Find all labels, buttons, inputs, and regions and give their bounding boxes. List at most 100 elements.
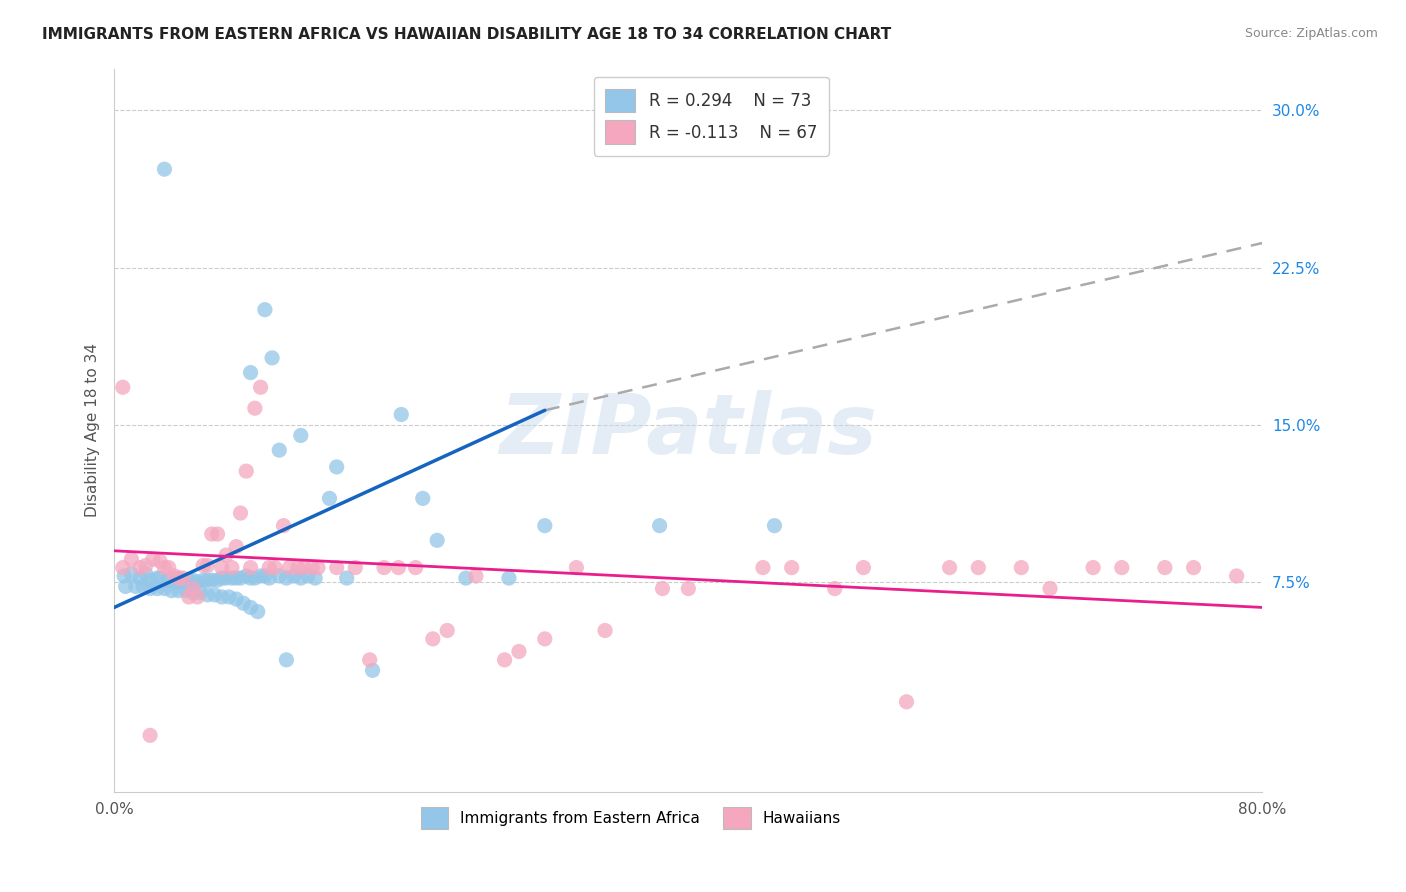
Point — [292, 560, 315, 574]
Point — [112, 569, 135, 583]
Point — [565, 560, 588, 574]
Point — [139, 573, 162, 587]
Point — [129, 560, 152, 574]
Point — [752, 560, 775, 574]
Point — [221, 560, 243, 574]
Point — [938, 560, 960, 574]
Point — [153, 162, 176, 177]
Point — [163, 569, 186, 583]
Point — [204, 588, 226, 602]
Point — [177, 590, 200, 604]
Point — [172, 575, 194, 590]
Point — [146, 582, 169, 596]
Point — [243, 401, 266, 416]
Point — [181, 573, 204, 587]
Point — [494, 653, 516, 667]
Point — [276, 653, 298, 667]
Point — [235, 464, 257, 478]
Point — [239, 560, 262, 574]
Point — [193, 573, 215, 587]
Point — [177, 573, 200, 587]
Point — [325, 560, 347, 574]
Point — [167, 571, 190, 585]
Point — [139, 582, 162, 596]
Point — [207, 527, 229, 541]
Point — [257, 560, 280, 574]
Point — [389, 408, 412, 422]
Point — [125, 579, 148, 593]
Point — [290, 571, 312, 585]
Point — [290, 428, 312, 442]
Point — [1039, 582, 1062, 596]
Point — [325, 459, 347, 474]
Point — [146, 571, 169, 585]
Point — [225, 540, 247, 554]
Point — [174, 583, 197, 598]
Point — [454, 571, 477, 585]
Point — [253, 569, 276, 583]
Point — [181, 586, 204, 600]
Point — [163, 575, 186, 590]
Point — [1081, 560, 1104, 574]
Point — [269, 443, 291, 458]
Point — [114, 579, 136, 593]
Point — [181, 582, 204, 596]
Point — [157, 573, 180, 587]
Point — [1154, 560, 1177, 574]
Point — [824, 582, 846, 596]
Point — [232, 596, 254, 610]
Point — [361, 664, 384, 678]
Point — [239, 600, 262, 615]
Point — [253, 302, 276, 317]
Point — [197, 558, 219, 573]
Point — [153, 582, 176, 596]
Point — [229, 506, 252, 520]
Point — [225, 571, 247, 585]
Point — [307, 560, 329, 574]
Point — [239, 571, 262, 585]
Point — [211, 590, 233, 604]
Point — [336, 571, 359, 585]
Point — [257, 571, 280, 585]
Point — [211, 571, 233, 585]
Point — [135, 558, 157, 573]
Point — [193, 558, 215, 573]
Point — [229, 571, 252, 585]
Point — [160, 583, 183, 598]
Point — [648, 518, 671, 533]
Point — [221, 571, 243, 585]
Point — [172, 571, 194, 585]
Point — [249, 569, 271, 583]
Point — [967, 560, 990, 574]
Point — [593, 624, 616, 638]
Point — [273, 518, 295, 533]
Point — [436, 624, 458, 638]
Point — [763, 518, 786, 533]
Point — [197, 573, 219, 587]
Point — [426, 533, 449, 548]
Point — [373, 560, 395, 574]
Point — [287, 560, 309, 574]
Y-axis label: Disability Age 18 to 34: Disability Age 18 to 34 — [86, 343, 100, 517]
Text: IMMIGRANTS FROM EASTERN AFRICA VS HAWAIIAN DISABILITY AGE 18 TO 34 CORRELATION C: IMMIGRANTS FROM EASTERN AFRICA VS HAWAII… — [42, 27, 891, 42]
Point — [896, 695, 918, 709]
Point — [533, 518, 555, 533]
Point — [464, 569, 486, 583]
Point — [852, 560, 875, 574]
Point — [387, 560, 409, 574]
Point — [780, 560, 803, 574]
Point — [120, 566, 142, 581]
Point — [405, 560, 427, 574]
Point — [218, 590, 240, 604]
Point — [264, 560, 287, 574]
Point — [318, 491, 340, 506]
Point — [153, 560, 176, 574]
Point — [207, 573, 229, 587]
Point — [304, 571, 326, 585]
Point — [167, 571, 190, 585]
Point — [235, 569, 257, 583]
Point — [278, 560, 301, 574]
Point — [301, 560, 323, 574]
Point — [651, 582, 673, 596]
Point — [533, 632, 555, 646]
